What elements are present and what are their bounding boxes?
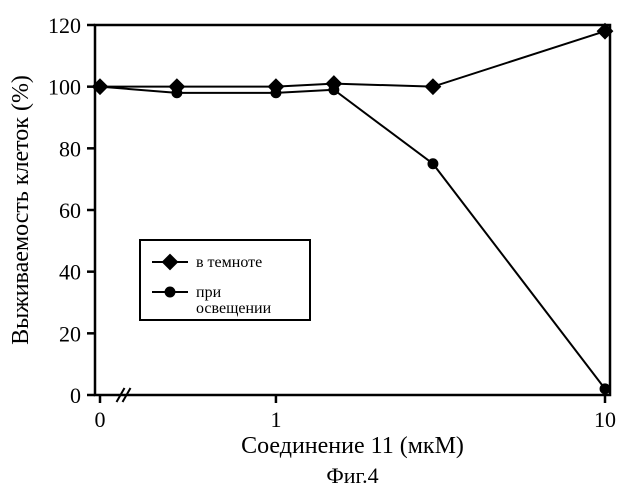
- y-tick-label: 80: [59, 136, 81, 161]
- legend-label: при: [196, 284, 222, 301]
- marker-circle: [329, 85, 339, 95]
- y-tick-label: 0: [70, 383, 81, 408]
- marker-circle: [271, 88, 281, 98]
- series-line: [100, 31, 605, 87]
- x-tick-label: 1: [270, 407, 281, 432]
- x-tick-label: 0: [95, 407, 106, 432]
- chart-svg: 0 20 40 60 80 100 120 Выживаемость клеток (%) 0 1…: [0, 0, 635, 500]
- series-line: [100, 87, 605, 389]
- marker-circle: [600, 384, 610, 394]
- y-tick-label: 40: [59, 260, 81, 285]
- y-tick-label: 120: [48, 13, 81, 38]
- plot-frame: [95, 25, 610, 395]
- y-tick-label: 20: [59, 321, 81, 346]
- x-tick-label: 10: [594, 407, 616, 432]
- marker-circle: [95, 82, 105, 92]
- x-axis-label: Соединение 11 (мкМ): [241, 433, 464, 459]
- legend-label: в темноте: [196, 254, 262, 271]
- y-axis-label: Выживаемость клеток (%): [8, 75, 34, 345]
- marker-circle: [172, 88, 182, 98]
- chart-container: 0 20 40 60 80 100 120 Выживаемость клеток (%) 0 1…: [0, 0, 635, 500]
- y-tick-label: 100: [48, 75, 81, 100]
- marker-diamond: [425, 79, 440, 94]
- marker-circle: [428, 159, 438, 169]
- legend-label: освещении: [196, 300, 272, 317]
- marker-circle: [165, 287, 175, 297]
- figure-caption: Фиг.4: [326, 463, 378, 488]
- y-tick-label: 60: [59, 198, 81, 223]
